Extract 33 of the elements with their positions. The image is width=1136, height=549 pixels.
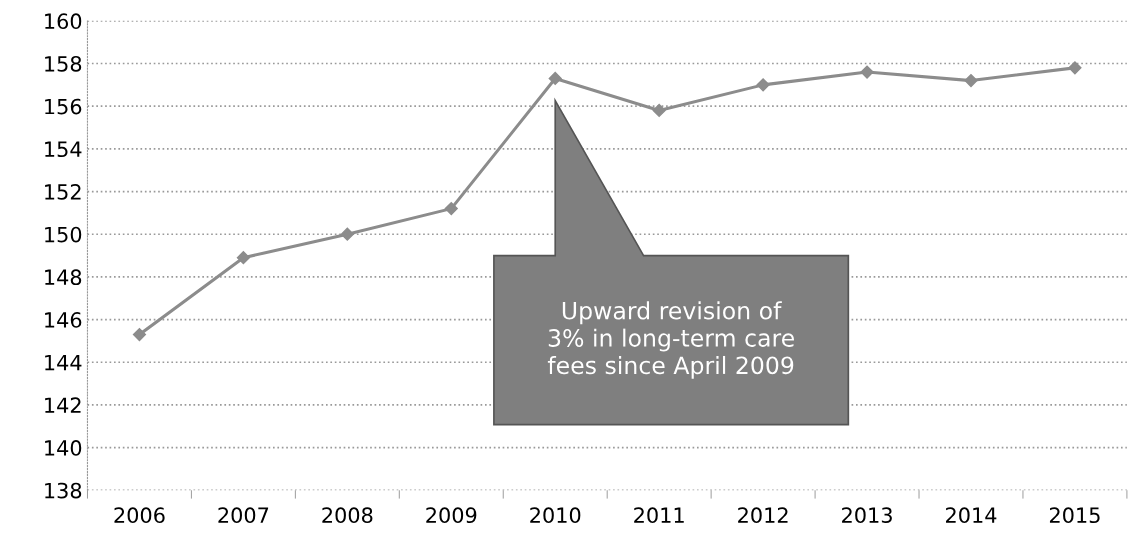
point [860,65,874,79]
annotation: Upward revision of 3% in long-term care fees since April 2009 [547,301,794,379]
y-tick-label: 146 [45,312,82,328]
x-tick-label: 2014 [946,507,997,524]
point [444,202,458,216]
point [132,327,147,342]
y-tick-label: 142 [45,397,81,413]
y-tick-label: 152 [45,184,81,200]
point [1068,61,1082,75]
x-tick-label: 2010 [530,507,581,524]
y-tick-label: 158 [45,55,82,72]
y-tick-label: 156 [45,98,82,115]
y-tick-label: 160 [45,13,82,30]
y-tick-label: 150 [45,226,82,243]
x-tick-label: 2015 [1049,507,1100,524]
x-tick-label: 2007 [218,507,269,524]
point [756,78,770,92]
point [340,227,354,241]
point [652,103,666,118]
x-tick-label: 2008 [322,507,373,524]
y-tick-label: 154 [45,141,82,158]
x-tick-label: 2006 [114,507,165,524]
x-tick-label: 2012 [738,507,788,524]
point [964,74,978,88]
point [548,71,562,86]
point [236,251,250,265]
x-tick-label: 2009 [426,507,477,524]
y-tick-label: 138 [45,482,82,499]
x-tick-label: 2011 [634,507,684,524]
y-tick-label: 148 [45,269,82,286]
y-tick-label: 144 [45,354,82,371]
y-tick-label: 140 [45,440,82,456]
x-tick-label: 2013 [842,507,892,524]
